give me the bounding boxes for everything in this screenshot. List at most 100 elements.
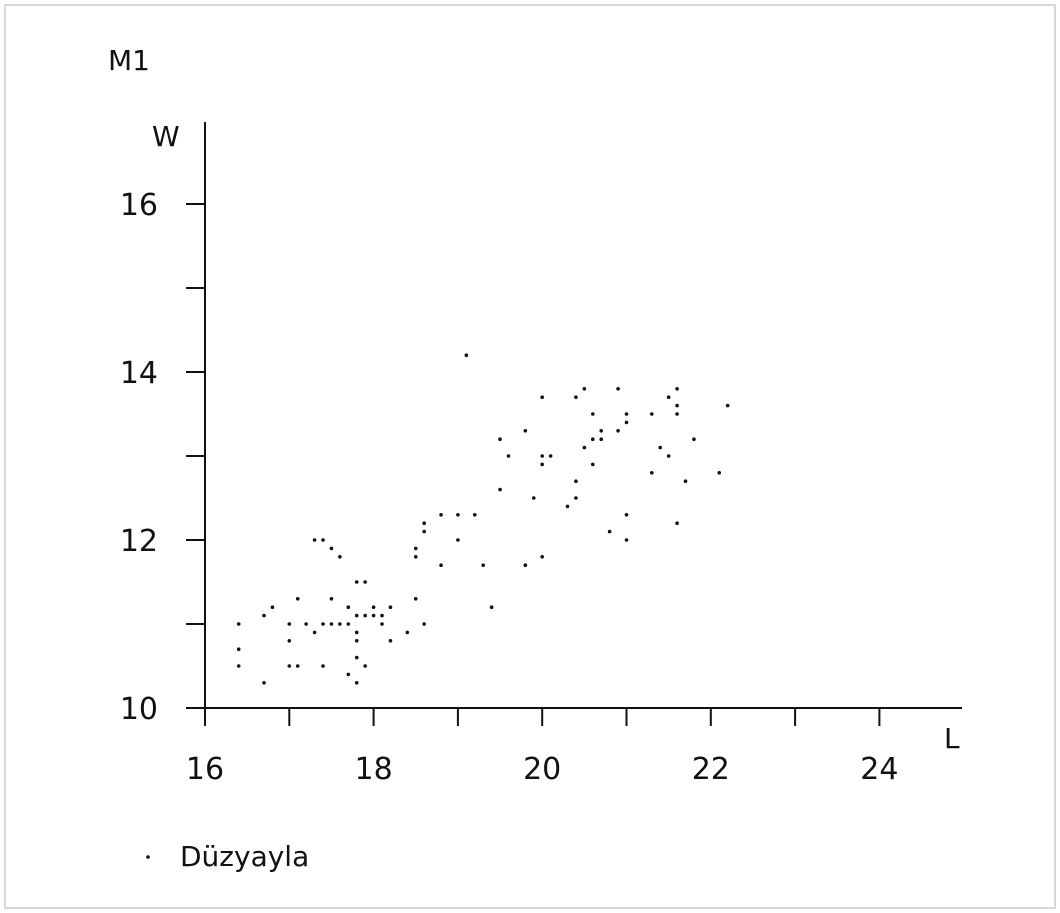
x-tick-label-24: 24	[860, 752, 898, 787]
data-point-96	[725, 403, 730, 408]
data-point-53	[481, 563, 485, 567]
data-point-39	[388, 639, 393, 643]
data-point-37	[380, 622, 384, 626]
data-point-60	[531, 496, 536, 500]
data-point-82	[624, 513, 629, 517]
data-point-1	[236, 647, 241, 651]
data-point-74	[590, 462, 595, 467]
data-point-7	[287, 639, 292, 643]
data-point-52	[472, 513, 477, 517]
data-point-18	[329, 597, 334, 601]
data-point-58	[523, 429, 528, 433]
data-point-56	[498, 487, 502, 492]
data-point-31	[363, 580, 367, 584]
data-point-34	[371, 605, 376, 609]
data-point-4	[262, 613, 266, 618]
data-point-57	[506, 454, 511, 458]
x-tick-label-18: 18	[355, 752, 393, 787]
data-point-89	[675, 387, 679, 391]
data-point-43	[413, 597, 418, 601]
data-point-73	[590, 437, 595, 442]
y-axis-ticks: 10 12 14 16	[120, 188, 205, 727]
data-point-6	[287, 622, 292, 626]
data-point-5	[270, 605, 275, 609]
data-point-77	[607, 529, 612, 534]
data-point-29	[354, 655, 359, 660]
data-point-46	[422, 622, 426, 626]
legend: Düzyayla	[146, 840, 309, 873]
data-point-79	[616, 429, 620, 433]
x-axis-ticks: 16 18 20 22 24	[186, 708, 898, 787]
data-point-61	[540, 395, 544, 400]
data-point-16	[321, 664, 325, 668]
data-point-63	[540, 462, 544, 467]
data-point-51	[464, 353, 469, 358]
data-point-47	[439, 513, 443, 517]
data-point-12	[312, 630, 317, 635]
chart-title: M1	[108, 44, 150, 77]
y-tick-label-12: 12	[120, 524, 158, 559]
data-point-24	[346, 672, 351, 677]
x-tick-label-16: 16	[186, 752, 224, 787]
data-point-23	[346, 622, 351, 626]
data-point-9	[295, 664, 300, 668]
data-point-17	[329, 546, 334, 551]
data-point-14	[321, 538, 325, 542]
data-point-42	[413, 555, 418, 559]
data-point-69	[574, 496, 578, 500]
data-point-30	[354, 681, 359, 685]
data-point-8	[287, 664, 292, 668]
data-point-10	[295, 597, 300, 601]
data-point-83	[624, 538, 629, 542]
data-point-88	[666, 454, 671, 458]
data-point-64	[540, 555, 544, 559]
data-point-76	[599, 437, 604, 442]
data-point-32	[363, 613, 367, 618]
y-tick-label-14: 14	[120, 356, 158, 391]
data-point-59	[523, 563, 528, 567]
data-point-33	[363, 664, 367, 668]
data-point-45	[422, 529, 426, 534]
x-tick-label-20: 20	[523, 752, 561, 787]
data-point-48	[439, 563, 443, 567]
data-point-19	[329, 622, 334, 626]
data-point-78	[616, 387, 620, 391]
data-point-65	[548, 454, 553, 458]
data-point-62	[540, 454, 544, 458]
data-point-13	[312, 538, 317, 542]
data-point-90	[675, 403, 679, 408]
data-point-68	[574, 479, 578, 484]
data-point-11	[304, 622, 308, 626]
data-point-41	[413, 546, 418, 551]
data-point-85	[649, 471, 654, 475]
data-point-50	[456, 538, 460, 542]
figure-frame	[4, 4, 1056, 909]
data-point-22	[346, 605, 351, 609]
data-point-75	[599, 429, 604, 433]
data-point-55	[498, 437, 502, 442]
data-point-84	[649, 412, 654, 416]
data-point-66	[565, 504, 570, 509]
data-point-28	[354, 639, 359, 643]
data-point-54	[489, 605, 494, 609]
x-tick-label-22: 22	[692, 752, 730, 787]
data-point-72	[590, 412, 595, 416]
data-point-15	[321, 622, 325, 626]
data-point-91	[675, 412, 679, 416]
data-point-35	[371, 613, 376, 618]
data-point-80	[624, 412, 629, 416]
data-point-2	[236, 664, 241, 668]
data-point-70	[582, 387, 587, 391]
data-point-20	[338, 555, 342, 559]
data-point-40	[405, 630, 410, 635]
x-axis-label: L	[944, 722, 960, 755]
y-axis-label: W	[152, 120, 180, 153]
data-point-0	[236, 622, 241, 626]
data-point-38	[388, 605, 393, 609]
data-point-3	[262, 681, 266, 685]
scatter-points	[236, 353, 730, 685]
data-point-87	[666, 395, 671, 400]
data-point-25	[354, 580, 359, 584]
data-point-81	[624, 420, 629, 425]
